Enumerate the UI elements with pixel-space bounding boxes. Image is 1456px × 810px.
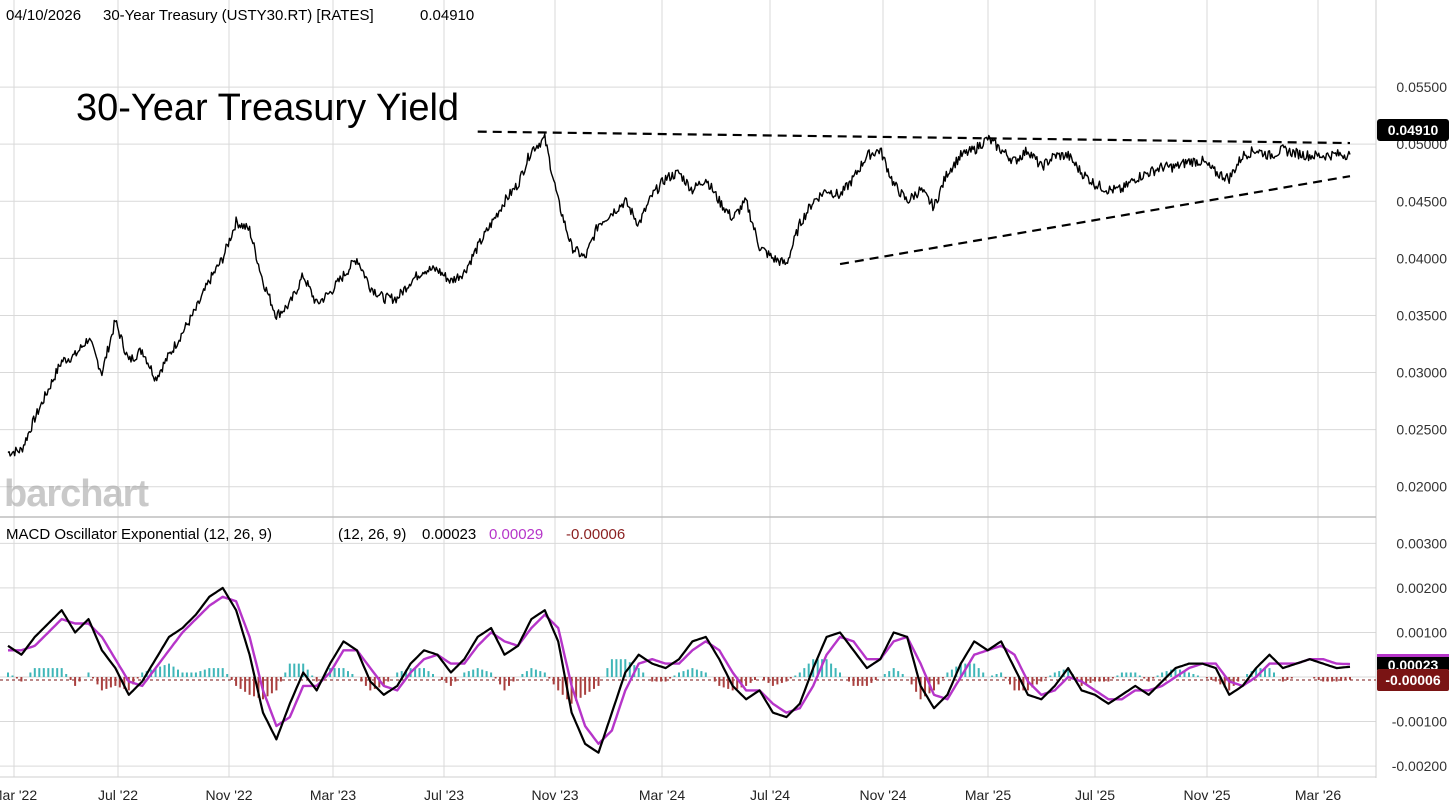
macd-params: (12, 26, 9) (338, 526, 406, 543)
macd-title: MACD Oscillator Exponential (12, 26, 9) (6, 526, 272, 543)
barchart-watermark: barchart (4, 473, 149, 515)
x-tick-label: Nov '23 (531, 787, 578, 803)
x-tick-label: Nov '25 (1183, 787, 1230, 803)
macd-histogram (7, 659, 1351, 704)
price-y-tick-label: 0.02500 (1396, 422, 1447, 438)
macd-y-tick-label: -0.00200 (1392, 758, 1447, 774)
trendline-upper-resistance (477, 130, 1351, 145)
x-tick-label: Mar '23 (310, 787, 356, 803)
macd-y-tick-label: 0.00200 (1396, 580, 1447, 596)
x-tick-label: Jul '22 (98, 787, 138, 803)
x-axis: Mar '22 Jul '22 Nov '22 Mar '23 Jul '23 Nov '… (0, 787, 1341, 803)
macd-value: 0.00023 (422, 526, 476, 543)
last-price-badge: 0.04910 (1377, 119, 1449, 141)
x-tick-label: Mar '25 (965, 787, 1011, 803)
price-y-tick-label: 0.05500 (1396, 79, 1447, 95)
trendline-lower-support (839, 175, 1351, 266)
macd-line (7, 586, 1351, 754)
price-y-tick-label: 0.03000 (1396, 365, 1447, 381)
price-y-tick-label: 0.03500 (1396, 307, 1447, 323)
macd-hist-value: -0.00006 (566, 526, 625, 543)
price-y-tick-label: 0.04000 (1396, 250, 1447, 266)
macd-badges: 0.00023 -0.00006 (1377, 654, 1449, 691)
price-horizontal-grid (0, 86, 1376, 488)
macd-signal-value: 0.00029 (489, 526, 543, 543)
last-price-badge-text: 0.04910 (1388, 122, 1439, 138)
chart-title: 30-Year Treasury Yield (76, 87, 459, 129)
x-tick-label: Mar '26 (1295, 787, 1341, 803)
hist-badge-text: -0.00006 (1385, 672, 1440, 688)
macd-y-tick-label: -0.00100 (1392, 714, 1447, 730)
price-series-line (7, 133, 1351, 457)
x-tick-label: Jul '24 (750, 787, 790, 803)
macd-y-tick-label: 0.00300 (1396, 535, 1447, 551)
x-tick-label: Jul '23 (424, 787, 464, 803)
x-tick-label: Nov '24 (859, 787, 906, 803)
trendlines (477, 130, 1351, 266)
x-tick-label: Mar '24 (639, 787, 685, 803)
price-y-tick-label: 0.02000 (1396, 479, 1447, 495)
x-tick-label: Jul '25 (1075, 787, 1115, 803)
x-tick-label: Nov '22 (205, 787, 252, 803)
macd-signal-line (8, 595, 1351, 745)
macd-y-tick-label: 0.00100 (1396, 624, 1447, 640)
header-last-value: 0.04910 (420, 7, 474, 24)
vertical-grid (13, 0, 1319, 777)
header-instrument: 30-Year Treasury (USTY30.RT) [RATES] (103, 7, 374, 24)
header-date: 04/10/2026 (6, 7, 81, 24)
price-y-axis: 0.055000.050000.045000.040000.035000.030… (1396, 79, 1447, 495)
x-tick-label: Mar '22 (0, 787, 37, 803)
price-y-tick-label: 0.04500 (1396, 193, 1447, 209)
